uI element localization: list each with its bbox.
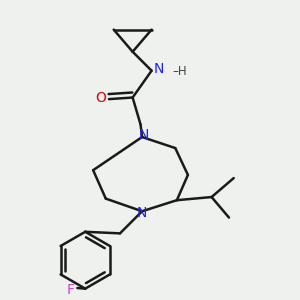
Text: N: N	[137, 206, 147, 220]
Text: –H: –H	[172, 65, 187, 78]
Text: N: N	[153, 62, 164, 76]
Text: O: O	[96, 92, 106, 106]
Text: F: F	[67, 283, 75, 297]
Text: N: N	[139, 128, 149, 142]
